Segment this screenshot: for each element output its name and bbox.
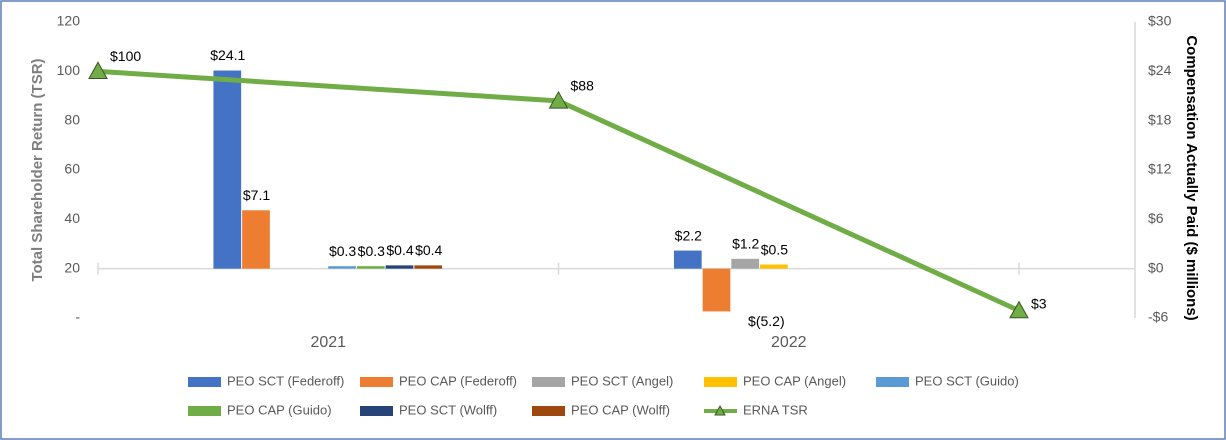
line-data-label: $100: [110, 48, 141, 64]
y2-tick-label: $12: [1148, 161, 1172, 177]
x-tick-label: 2022: [771, 334, 807, 351]
legend-label: PEO SCT (Angel): [571, 373, 673, 388]
data-label: $0.5: [761, 241, 788, 257]
legend-marker: [714, 404, 726, 416]
legend-swatch: [360, 377, 393, 387]
legend-label: PEO SCT (Wolff): [399, 402, 497, 417]
y2-tick-label: $6: [1148, 210, 1164, 226]
legend-swatch: [188, 377, 221, 387]
legend-swatch: [360, 406, 393, 416]
legend-label: PEO SCT (Federoff): [227, 373, 344, 388]
bar: [385, 265, 414, 269]
data-label: $0.4: [415, 242, 442, 258]
y2-tick-label: $24: [1148, 62, 1172, 78]
y-tick-label: 80: [64, 111, 80, 127]
x-tick-label: 2021: [310, 334, 346, 351]
bar: [673, 250, 702, 269]
data-label: $1.2: [732, 236, 759, 252]
bar: [242, 210, 270, 269]
y-tick-label: 20: [64, 259, 80, 275]
legend-swatch: [532, 406, 565, 416]
bar: [760, 264, 788, 269]
data-label: $2.2: [675, 227, 702, 243]
legend-label: ERNA TSR: [743, 402, 808, 417]
y-axis-title: Total Shareholder Return (TSR): [29, 58, 46, 281]
legend-label: PEO CAP (Guido): [227, 402, 332, 417]
data-label: $0.3: [358, 243, 385, 259]
y-tick-label: 40: [64, 210, 80, 226]
legend-label: PEO SCT (Guido): [915, 373, 1019, 388]
legend-swatch: [704, 377, 737, 387]
legend-swatch: [876, 377, 909, 387]
data-label: $0.4: [386, 242, 413, 258]
legend-swatch: [188, 406, 221, 416]
y2-tick-label: $18: [1148, 111, 1172, 127]
legend-swatch: [532, 377, 565, 387]
y2-axis-title: Compensation Actually Paid ($ millions): [1183, 35, 1200, 320]
y2-tick-label: $0: [1148, 259, 1164, 275]
y2-tick-label: $30: [1148, 13, 1172, 29]
y-tick-label: 100: [57, 62, 81, 78]
data-label: $7.1: [243, 187, 270, 203]
legend-label: PEO CAP (Federoff): [399, 373, 517, 388]
y2-tick-label: -$6: [1148, 309, 1168, 325]
line-marker: [1009, 300, 1029, 319]
bar: [356, 266, 385, 269]
data-label: $(5.2): [748, 313, 785, 329]
bar: [328, 266, 356, 269]
line-data-label: $3: [1031, 295, 1047, 311]
data-label: $24.1: [210, 47, 245, 63]
bar: [213, 70, 242, 269]
legend-label: PEO CAP (Angel): [743, 373, 846, 388]
line-marker: [88, 61, 108, 80]
bar: [702, 268, 731, 312]
bar: [731, 258, 760, 269]
line-marker: [548, 90, 569, 109]
legend-label: PEO CAP (Wolff): [571, 402, 670, 417]
line-data-label: $88: [571, 78, 595, 94]
y-tick-label: -: [75, 309, 80, 325]
y-tick-label: 120: [57, 13, 81, 29]
data-label: $0.3: [329, 243, 356, 259]
bar: [414, 265, 443, 269]
y-tick-label: 60: [64, 161, 80, 177]
